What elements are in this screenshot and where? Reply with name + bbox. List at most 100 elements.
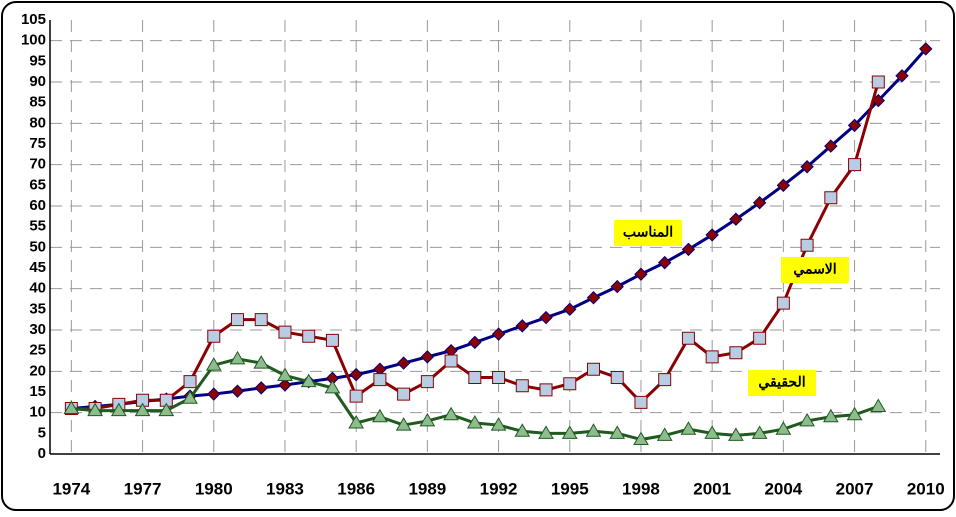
point — [870, 398, 887, 412]
point — [705, 350, 719, 364]
label-background — [748, 370, 816, 396]
y-tick-label: 105 — [21, 11, 46, 28]
point — [444, 354, 458, 368]
point — [395, 417, 412, 431]
x-tick-label: 1998 — [622, 479, 660, 498]
point — [491, 327, 506, 341]
point — [254, 381, 268, 395]
point — [468, 335, 482, 350]
point — [466, 415, 483, 429]
point — [205, 357, 222, 371]
point — [705, 228, 719, 242]
y-tick-label: 25 — [29, 342, 46, 359]
y-tick-label: 20 — [29, 362, 46, 379]
point — [753, 331, 767, 345]
point — [846, 406, 863, 421]
y-tick-label: 80 — [29, 114, 46, 131]
point — [63, 400, 80, 415]
point — [136, 393, 150, 407]
point — [563, 377, 577, 391]
point — [824, 139, 838, 153]
x-tick-label: 2010 — [907, 479, 945, 498]
point — [585, 423, 602, 437]
point — [847, 118, 862, 133]
point — [349, 367, 363, 382]
point — [729, 346, 743, 360]
point — [372, 408, 388, 423]
point — [871, 75, 885, 89]
point — [848, 158, 862, 172]
y-tick-label: 5 — [38, 424, 46, 441]
point — [396, 356, 411, 370]
y-tick-label: 40 — [29, 280, 46, 297]
point — [634, 395, 648, 409]
point — [752, 195, 767, 210]
point — [134, 402, 151, 417]
y-tick-label: 15 — [29, 383, 46, 400]
point — [325, 333, 339, 347]
point — [110, 402, 127, 417]
x-tick-label: 1986 — [337, 479, 375, 498]
point — [254, 313, 268, 327]
point — [776, 296, 790, 310]
y-tick-label: 55 — [29, 218, 46, 235]
point — [800, 238, 814, 252]
point — [539, 383, 553, 397]
point — [775, 421, 792, 435]
point — [657, 255, 672, 270]
point — [278, 325, 292, 339]
series-label: الحقيقي — [758, 374, 805, 391]
point — [492, 371, 506, 385]
point — [656, 427, 673, 441]
point — [278, 378, 292, 392]
y-tick-label: 60 — [29, 197, 46, 214]
y-tick-label: 90 — [29, 73, 46, 90]
y-tick-label: 10 — [29, 404, 46, 421]
point — [776, 178, 791, 193]
x-tick-label: 2007 — [836, 479, 874, 498]
point — [561, 425, 578, 439]
point — [419, 412, 436, 427]
y-tick-label: 95 — [29, 52, 46, 69]
x-tick-label: 1977 — [124, 479, 162, 498]
label-background — [614, 220, 682, 246]
x-tick-label: 1974 — [52, 479, 90, 498]
point — [182, 390, 198, 404]
point — [609, 425, 626, 439]
point — [824, 191, 838, 205]
point — [207, 329, 221, 343]
point — [800, 160, 814, 174]
point — [610, 279, 624, 294]
y-tick-label: 30 — [29, 321, 46, 338]
point — [468, 371, 482, 385]
point — [443, 406, 459, 421]
point — [538, 425, 554, 439]
point — [586, 362, 600, 376]
point — [349, 389, 363, 403]
y-tick-label: 35 — [29, 300, 46, 317]
point — [704, 425, 721, 439]
y-tick-label: 75 — [29, 135, 46, 152]
point — [680, 421, 697, 435]
y-tick-label: 100 — [21, 32, 46, 49]
point — [277, 367, 293, 381]
point — [158, 402, 175, 417]
point — [229, 350, 246, 365]
point — [634, 267, 648, 281]
series-label: المناسب — [623, 224, 673, 240]
point — [586, 291, 601, 305]
point — [302, 329, 316, 343]
y-tick-label: 70 — [29, 156, 46, 173]
point — [420, 350, 435, 364]
x-tick-label: 1983 — [266, 479, 304, 498]
x-tick-label: 1980 — [195, 479, 233, 498]
point — [729, 212, 743, 226]
x-tick-label: 2004 — [764, 479, 802, 498]
y-tick-label: 0 — [38, 445, 46, 462]
y-tick-label: 45 — [29, 259, 46, 276]
point — [919, 42, 933, 56]
point — [728, 427, 744, 441]
point — [633, 431, 649, 446]
